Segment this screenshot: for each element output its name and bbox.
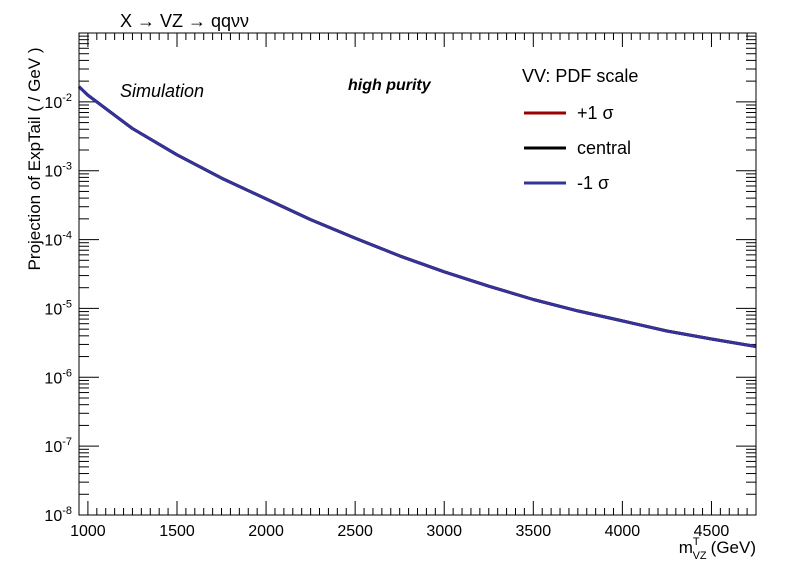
legend-label-central: central	[577, 138, 631, 158]
annotation-category: high purity	[348, 77, 432, 94]
x-tick-label: 3500	[516, 523, 552, 540]
annotation-simulation: Simulation	[120, 81, 204, 101]
x-tick-label: 2000	[248, 523, 284, 540]
legend: VV: PDF scale +1 σ central -1 σ	[522, 66, 638, 193]
y-tick-label: 10-7	[44, 436, 72, 456]
x-tick-label: 4000	[605, 523, 641, 540]
x-tick-label: 4500	[694, 523, 730, 540]
y-tick-label: 10-2	[44, 92, 72, 112]
x-tick-label: 1500	[159, 523, 195, 540]
x-tick-label: 2500	[337, 523, 373, 540]
legend-label-minus: -1 σ	[577, 173, 609, 193]
legend-label-plus: +1 σ	[577, 103, 614, 123]
x-tick-label: 3000	[426, 523, 462, 540]
y-tick-label: 10-3	[44, 161, 72, 181]
series-line-2	[77, 85, 757, 348]
chart-title: X → VZ → qqνν	[120, 11, 249, 31]
x-axis-label: mT VZ (GeV)	[679, 536, 756, 562]
series-group	[77, 85, 757, 348]
y-axis-label: Projection of ExpTail ( / GeV )	[25, 48, 44, 271]
plot-frame	[78, 32, 757, 516]
y-tick-label: 10-8	[44, 505, 72, 525]
y-tick-label: 10-4	[44, 230, 72, 250]
y-tick-label: 10-5	[44, 298, 72, 318]
x-tick-label: 1000	[70, 523, 106, 540]
axes: 1000 1500 2000 2500 3000 3500 4000 4500 10-8 10-7…	[44, 33, 757, 540]
legend-title: VV: PDF scale	[522, 66, 638, 86]
y-tick-label: 10-6	[44, 367, 72, 387]
